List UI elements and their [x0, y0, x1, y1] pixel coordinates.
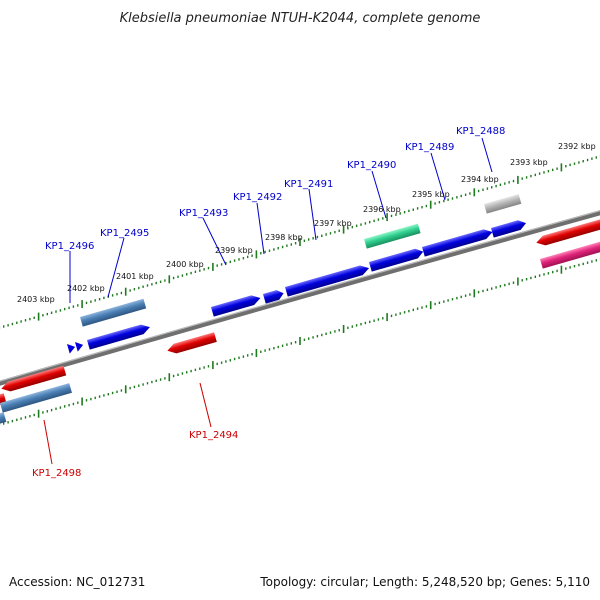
kbp-label: 2396 kbp [363, 205, 401, 214]
gene-label[interactable]: KP1_2492 [233, 192, 282, 203]
gene-minus[interactable] [535, 218, 600, 248]
gene-kp1-2495[interactable] [80, 298, 147, 327]
kbp-label: 2403 kbp [17, 295, 55, 304]
gene-kp1-2491[interactable] [285, 263, 370, 297]
gene-kp1-2489[interactable] [422, 227, 494, 257]
gene-plus[interactable] [369, 247, 425, 272]
kbp-ruler-top [0, 155, 600, 329]
gene-kp1-2488[interactable] [484, 194, 522, 214]
gene-label[interactable]: KP1_2498 [32, 468, 81, 479]
kbp-label: 2397 kbp [314, 219, 352, 228]
kbp-label: 2401 kbp [116, 272, 154, 281]
kbp-labels: 2392 kbp 2393 kbp 2394 kbp 2395 kbp 2396… [17, 142, 596, 304]
gene-label[interactable]: KP1_2493 [179, 208, 228, 219]
genome-backbone [0, 210, 600, 386]
gene-minus[interactable] [0, 365, 67, 394]
gene-label[interactable]: KP1_2488 [456, 126, 505, 137]
plus-strand-genes [67, 194, 527, 354]
gene-label[interactable]: KP1_2495 [100, 228, 149, 239]
kbp-label: 2392 kbp [558, 142, 596, 151]
gene-kp1-2494[interactable] [166, 332, 217, 355]
gene-steel-edge[interactable] [0, 412, 7, 425]
map-title: Klebsiella pneumoniae NTUH-K2044, comple… [120, 11, 481, 26]
gene-label[interactable]: KP1_2489 [405, 142, 454, 153]
kbp-label: 2393 kbp [510, 158, 548, 167]
kbp-label: 2402 kbp [67, 284, 105, 293]
gene-small-arrow[interactable] [67, 342, 76, 354]
minus-strand-genes [0, 218, 600, 425]
kbp-ruler-bottom [0, 258, 600, 426]
gene-kp1-2496[interactable] [87, 322, 151, 350]
gene-label[interactable]: KP1_2491 [284, 179, 333, 190]
gene-kp1-2492[interactable] [263, 288, 285, 304]
accession-text: Accession: NC_012731 [9, 575, 145, 589]
gene-label[interactable]: KP1_2494 [189, 430, 238, 441]
gene-plus[interactable] [491, 218, 527, 238]
topology-text: Topology: circular; Length: 5,248,520 bp… [259, 575, 590, 589]
kbp-label: 2398 kbp [265, 233, 303, 242]
kbp-label: 2400 kbp [166, 260, 204, 269]
gene-labels: KP1_2488 KP1_2489 KP1_2490 KP1_2491 KP1_… [32, 126, 505, 479]
gene-pink[interactable] [540, 240, 600, 269]
kbp-label: 2394 kbp [461, 175, 499, 184]
gene-kp1-2498[interactable] [0, 383, 72, 413]
gene-leader-lines [43, 137, 493, 465]
gene-label[interactable]: KP1_2496 [45, 241, 94, 252]
kbp-label: 2399 kbp [215, 246, 253, 255]
kbp-label: 2395 kbp [412, 190, 450, 199]
gene-label[interactable]: KP1_2490 [347, 160, 396, 171]
gene-small-arrow[interactable] [75, 340, 84, 352]
gene-kp1-2493[interactable] [211, 293, 262, 317]
gene-kp1-2490[interactable] [364, 223, 421, 249]
